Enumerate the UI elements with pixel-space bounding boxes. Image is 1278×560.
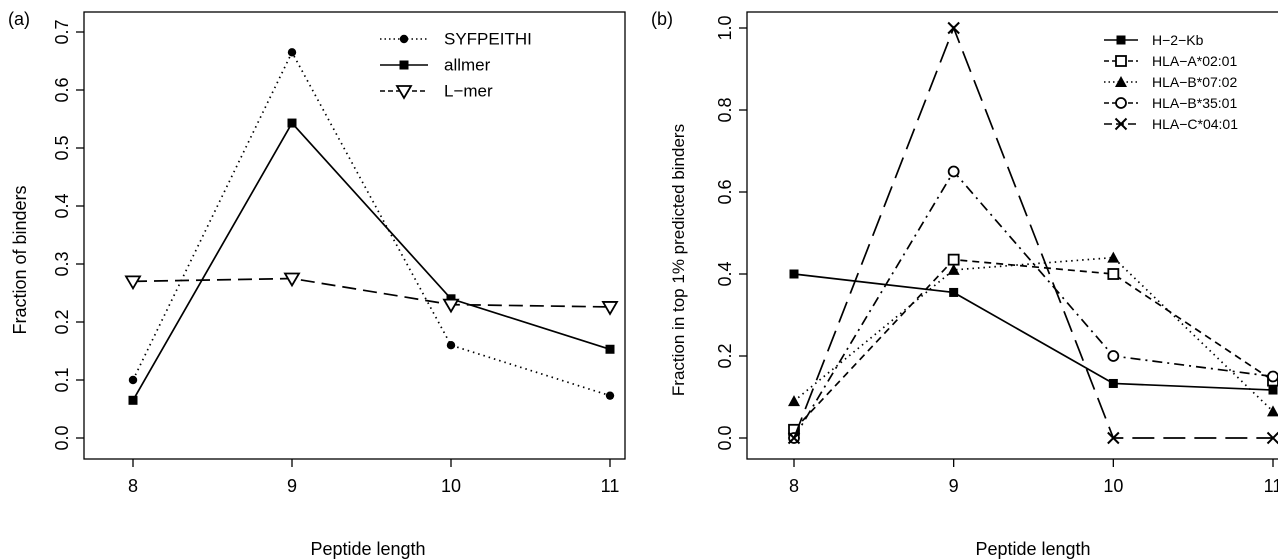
panel-b-frame [746,11,1278,460]
panel-a-x-axis-label: Peptide length [310,539,425,559]
panel-b-x-tick-label: 11 [1264,476,1278,496]
panel-a-y-tick-label: 0.1 [52,367,72,392]
panel-b-y-tick-label: 0.4 [715,261,735,286]
panel-a-y-tick-label: 0.4 [52,193,72,218]
panel-a-legend-label: L−mer [444,82,493,101]
panel-b-y-tick-label: 1.0 [715,15,735,40]
panel-a-y-tick-label: 0.3 [52,251,72,276]
panel-a-x-tick-label: 8 [128,476,138,496]
panel-a-series-1-line [132,121,611,401]
panel-b-series-3-line [793,170,1274,439]
panel-a-legend-marker [395,85,413,100]
panel-b-legend-marker [1114,117,1128,131]
panel-a-y-tick-label: 0.7 [52,19,72,44]
panel-a-legend-marker [399,60,409,70]
panel-b-series-3-point [1267,370,1278,383]
panel-b-series-0-point [789,269,799,279]
panel-a-series-0-point [446,341,456,350]
panel-a-series-1-point [287,118,297,128]
panel-b-legend-marker [1115,55,1127,67]
panel-a-x-tick-label: 11 [601,476,620,496]
panel-a: (a) Peptide length Fraction of binders 8… [8,9,626,559]
panel-b-series-0-point [949,287,959,297]
panel-a-series-1-point [128,395,138,405]
panel-a-y-tick-label: 0.0 [52,425,72,450]
panel-b-y-tick-label: 0.2 [715,343,735,368]
panel-a-y-tick-label: 0.6 [52,77,72,102]
panel-b-series-3-point [1107,350,1120,362]
panel-b-series-2-line [793,256,1274,412]
panel-b-legend-label: HLA−B*07:02 [1152,74,1237,90]
panel-b-legend-label: HLA−A*02:01 [1152,53,1237,69]
panel-b-series-0-point [1108,378,1118,388]
panel-a-x-tick-label: 9 [287,476,297,496]
panel-a-series-0-point [128,375,138,385]
panel-a-series-2-point [601,301,619,316]
panel-b-x-tick-label: 8 [789,476,799,496]
panel-b-series-1-point [947,253,960,266]
panel-b-series-2-point [788,395,800,407]
panel-b-series-4-line [793,25,1273,439]
panel-b-series-3-point [947,165,960,178]
panel-a-series-1-point [605,344,615,354]
panel-b-plot-area: 8 9 10 11 0.0 0.2 0.4 0.6 0.8 1.0 H−2−Kb HLA−A*02:0… [715,11,1278,496]
panel-b-y-tick-label: 0.0 [715,425,735,450]
panel-a-y-axis-label: Fraction of binders [10,185,30,334]
panel-a-y-tick-label: 0.2 [52,309,72,334]
panel-b-series-4-point [1107,431,1120,445]
panel-a-legend-label: SYFPEITHI [444,30,532,49]
panel-a-series-0-point [287,48,297,57]
panel-b-series-2-point [1107,251,1120,263]
panel-a-frame [83,11,626,460]
panel-b-series-1-line [793,258,1274,431]
panel-a-series-0-point [605,391,615,400]
panel-b: (b) Peptide length Fraction in top 1% pr… [651,9,1278,559]
panel-b-legend-label: HLA−C*04:01 [1152,116,1238,132]
panel-b-legend-label: H−2−Kb [1152,32,1204,48]
panel-b-legend-label: HLA−B*35:01 [1152,95,1237,111]
panel-a-series-2-point [442,298,460,314]
panel-a-y-tick-label: 0.5 [52,135,72,160]
panel-b-x-tick-label: 9 [949,476,959,496]
panel-b-series-1-point [1107,268,1120,280]
panel-b-legend: H−2−Kb HLA−A*02:01 HLA−B*07:02 HLA−B*35:01 H… [1104,32,1238,132]
panel-a-legend: SYFPEITHI allmer L−mer [380,30,532,101]
panel-a-legend-marker [399,34,409,44]
panel-b-x-tick-label: 10 [1103,476,1123,496]
panel-a-label: (a) [8,9,30,29]
panel-b-y-tick-label: 0.6 [715,179,735,204]
panel-b-series-0-line [793,273,1274,391]
panel-a-series-2-point [283,272,301,288]
panel-a-plot-area: 8 9 10 11 0.0 0.1 0.2 0.3 0.4 0.5 0.6 0.7 SYFPEITHI a… [52,11,626,496]
panel-b-series-2-point [947,263,960,275]
panel-b-legend-marker [1115,76,1127,87]
panel-a-series-2-line [132,277,611,308]
panel-a-series-2-point [124,275,142,291]
panel-b-legend-marker [1115,97,1127,109]
panel-b-y-tick-label: 0.8 [715,97,735,122]
panel-a-x-tick-label: 10 [441,476,461,496]
panel-b-y-axis-label: Fraction in top 1% predicted binders [669,124,688,396]
panel-b-x-axis-label: Peptide length [975,539,1090,559]
panel-a-legend-label: allmer [444,56,491,75]
panel-b-series-4-point [1266,431,1278,445]
panel-b-series-4-point [947,21,960,35]
panel-b-label: (b) [651,9,673,29]
panel-b-legend-marker [1116,35,1126,45]
panel-b-series-2-point [1267,405,1278,417]
panel-b-series-4-point [787,431,801,445]
panel-b-series-0-point [1268,385,1278,395]
panel-a-series-0-line [132,50,611,397]
